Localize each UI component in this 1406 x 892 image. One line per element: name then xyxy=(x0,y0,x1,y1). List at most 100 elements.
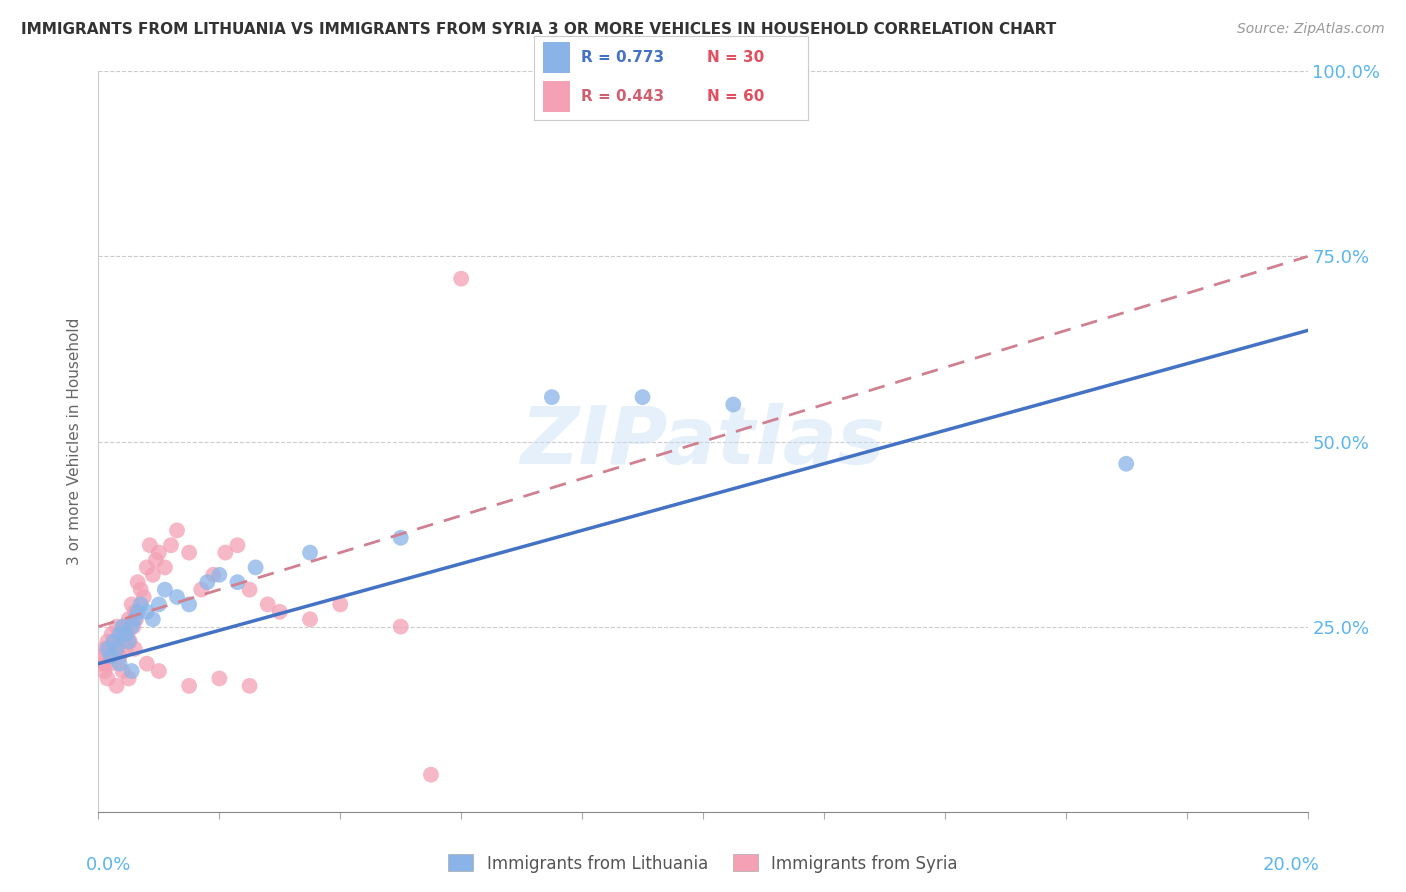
Point xyxy=(111,634,134,648)
Point xyxy=(166,590,188,604)
Point xyxy=(208,672,231,686)
Point xyxy=(105,619,128,633)
Point xyxy=(110,627,132,641)
Point xyxy=(540,390,562,404)
Point xyxy=(190,582,212,597)
Point xyxy=(93,664,115,678)
Point xyxy=(122,619,145,633)
Point xyxy=(202,567,225,582)
Point xyxy=(108,649,131,664)
Point xyxy=(112,619,135,633)
Point xyxy=(195,575,218,590)
Point xyxy=(153,582,176,597)
Point xyxy=(108,657,131,671)
Point xyxy=(148,664,170,678)
Point xyxy=(256,598,278,612)
Text: N = 60: N = 60 xyxy=(707,89,765,104)
Point xyxy=(135,657,157,671)
Point xyxy=(117,627,139,641)
Point xyxy=(179,598,201,612)
Point xyxy=(127,605,149,619)
Point xyxy=(124,641,146,656)
Text: IMMIGRANTS FROM LITHUANIA VS IMMIGRANTS FROM SYRIA 3 OR MORE VEHICLES IN HOUSEHO: IMMIGRANTS FROM LITHUANIA VS IMMIGRANTS … xyxy=(21,22,1056,37)
Bar xyxy=(543,81,569,112)
Point xyxy=(108,627,131,641)
Point xyxy=(121,598,143,612)
Point xyxy=(226,575,249,590)
Point xyxy=(121,664,143,678)
Point xyxy=(98,649,121,664)
Point xyxy=(129,582,152,597)
Point xyxy=(145,553,167,567)
Point xyxy=(100,657,122,671)
Point xyxy=(91,649,114,664)
Point xyxy=(111,619,134,633)
Point xyxy=(121,619,143,633)
Point xyxy=(93,641,115,656)
Point xyxy=(111,664,134,678)
Bar xyxy=(543,43,569,73)
Point xyxy=(299,546,322,560)
Point xyxy=(132,590,155,604)
Point xyxy=(142,612,165,626)
Point xyxy=(245,560,267,574)
Point xyxy=(96,641,118,656)
Point xyxy=(148,546,170,560)
Point xyxy=(124,605,146,619)
Point xyxy=(269,605,291,619)
Point xyxy=(124,612,146,626)
Point xyxy=(114,641,136,656)
Point xyxy=(118,612,141,626)
Point xyxy=(118,672,141,686)
Point xyxy=(160,538,183,552)
Point xyxy=(239,582,262,597)
Point xyxy=(103,634,125,648)
Point xyxy=(299,612,322,626)
Point xyxy=(420,767,443,781)
Text: 0.0%: 0.0% xyxy=(86,856,132,874)
Point xyxy=(389,531,412,545)
Point xyxy=(631,390,654,404)
Text: ZIPatlas: ZIPatlas xyxy=(520,402,886,481)
Point xyxy=(100,649,122,664)
Point xyxy=(100,627,122,641)
Point xyxy=(96,634,118,648)
Point xyxy=(1115,457,1137,471)
Point xyxy=(142,567,165,582)
Point xyxy=(450,271,472,285)
Text: N = 30: N = 30 xyxy=(707,50,765,65)
Point xyxy=(94,657,117,671)
Point xyxy=(105,641,128,656)
Point xyxy=(208,567,231,582)
Point xyxy=(166,524,188,538)
Point xyxy=(127,575,149,590)
Point xyxy=(389,619,412,633)
Point xyxy=(153,560,176,574)
Point xyxy=(105,679,128,693)
Point xyxy=(90,657,112,671)
Point xyxy=(239,679,262,693)
Point xyxy=(135,560,157,574)
Point xyxy=(179,679,201,693)
Point xyxy=(329,598,352,612)
Point xyxy=(103,634,125,648)
Point xyxy=(148,598,170,612)
Text: R = 0.443: R = 0.443 xyxy=(581,89,664,104)
Y-axis label: 3 or more Vehicles in Household: 3 or more Vehicles in Household xyxy=(67,318,83,566)
Text: Source: ZipAtlas.com: Source: ZipAtlas.com xyxy=(1237,22,1385,37)
Legend: Immigrants from Lithuania, Immigrants from Syria: Immigrants from Lithuania, Immigrants fr… xyxy=(441,847,965,880)
Point xyxy=(125,612,148,626)
Point xyxy=(96,672,118,686)
Point xyxy=(118,634,141,648)
Point xyxy=(226,538,249,552)
Point xyxy=(135,605,157,619)
Point xyxy=(179,546,201,560)
Point xyxy=(139,538,162,552)
Point xyxy=(723,398,745,412)
Text: 20.0%: 20.0% xyxy=(1263,856,1320,874)
Point xyxy=(129,598,152,612)
Point xyxy=(107,641,129,656)
Point xyxy=(118,634,141,648)
Text: R = 0.773: R = 0.773 xyxy=(581,50,664,65)
Point xyxy=(104,641,127,656)
